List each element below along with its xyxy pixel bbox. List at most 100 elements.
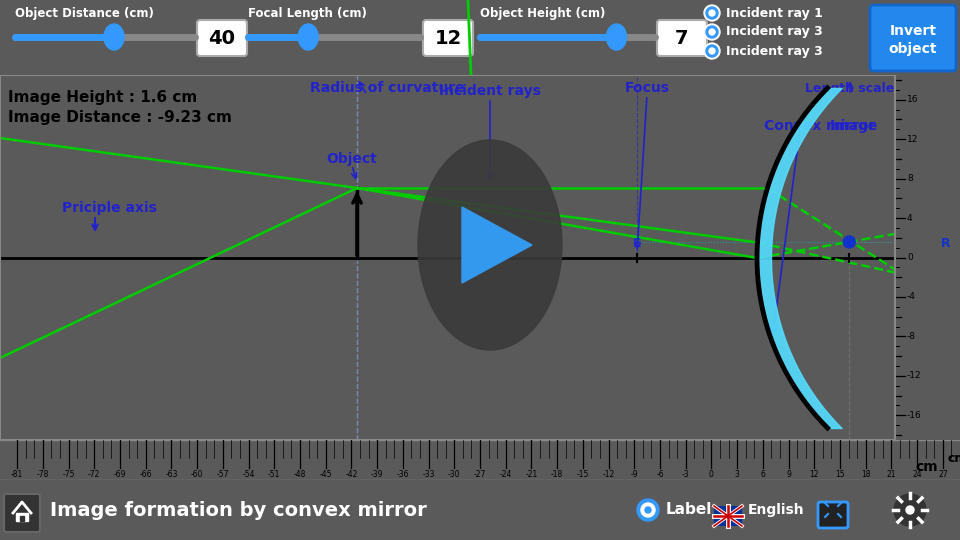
Text: Incident ray 3: Incident ray 3 [726, 44, 823, 57]
Text: E: E [633, 237, 641, 250]
Text: Image Height : 1.6 cm: Image Height : 1.6 cm [8, 90, 197, 105]
Circle shape [906, 506, 914, 514]
Text: 0: 0 [709, 470, 714, 478]
Text: -12: -12 [603, 470, 614, 478]
Text: -60: -60 [191, 470, 204, 478]
Text: -16: -16 [907, 411, 922, 420]
FancyBboxPatch shape [4, 494, 40, 532]
Text: Label: Label [666, 503, 712, 517]
Text: -57: -57 [217, 470, 229, 478]
Text: Object Distance (cm): Object Distance (cm) [15, 7, 154, 20]
Text: -8: -8 [907, 332, 916, 341]
Text: -78: -78 [36, 470, 49, 478]
FancyBboxPatch shape [657, 20, 707, 56]
Text: -21: -21 [525, 470, 538, 478]
Text: 0: 0 [907, 253, 913, 262]
Text: Object: Object [326, 152, 377, 166]
FancyBboxPatch shape [818, 502, 848, 528]
Text: 40: 40 [208, 29, 235, 48]
Circle shape [645, 507, 651, 513]
FancyBboxPatch shape [870, 5, 956, 71]
Text: cm: cm [916, 460, 938, 474]
Text: Convex mirror: Convex mirror [764, 119, 876, 133]
Text: Focal Length (cm): Focal Length (cm) [248, 7, 367, 20]
Text: 24: 24 [912, 470, 922, 478]
Text: 21: 21 [887, 470, 897, 478]
Text: -75: -75 [62, 470, 75, 478]
Ellipse shape [299, 24, 318, 50]
Text: Priciple axis: Priciple axis [62, 201, 156, 215]
Text: Object Height (cm): Object Height (cm) [480, 7, 606, 20]
Text: Image: Image [830, 119, 878, 133]
Circle shape [709, 29, 715, 35]
Text: 12: 12 [907, 134, 919, 144]
Text: -3: -3 [682, 470, 689, 478]
Text: 16: 16 [907, 95, 919, 104]
Circle shape [709, 10, 715, 16]
Circle shape [706, 45, 718, 57]
Bar [714, 506, 742, 526]
Circle shape [706, 7, 718, 19]
Circle shape [706, 26, 718, 38]
Text: 6: 6 [760, 470, 765, 478]
Bar [20, 516, 24, 521]
Text: 9: 9 [786, 470, 791, 478]
Text: -48: -48 [294, 470, 306, 478]
Circle shape [704, 43, 720, 59]
Text: -42: -42 [346, 470, 358, 478]
Text: F: F [845, 237, 853, 250]
Text: -4: -4 [907, 293, 916, 301]
Text: -81: -81 [11, 470, 23, 478]
Text: Incident ray 1: Incident ray 1 [726, 6, 823, 19]
Text: Incident rays: Incident rays [439, 84, 540, 98]
Circle shape [704, 24, 720, 40]
Text: -63: -63 [165, 470, 178, 478]
Text: -54: -54 [242, 470, 254, 478]
Text: -12: -12 [907, 372, 922, 380]
Text: 27: 27 [938, 470, 948, 478]
Text: 7: 7 [675, 29, 688, 48]
Ellipse shape [104, 24, 124, 50]
Text: 12: 12 [809, 470, 819, 478]
Text: R: R [941, 237, 950, 250]
Text: Invert: Invert [890, 24, 937, 38]
Text: -9: -9 [631, 470, 638, 478]
Text: English: English [748, 503, 804, 517]
Text: -27: -27 [474, 470, 486, 478]
Text: -30: -30 [448, 470, 461, 478]
Circle shape [709, 48, 715, 54]
Text: 18: 18 [861, 470, 871, 478]
Text: -36: -36 [396, 470, 409, 478]
Text: object: object [889, 42, 937, 56]
FancyBboxPatch shape [423, 20, 473, 56]
Text: -69: -69 [113, 470, 127, 478]
Text: Image formation by convex mirror: Image formation by convex mirror [50, 501, 427, 519]
Ellipse shape [418, 140, 562, 350]
Text: Radius of curvature: Radius of curvature [310, 81, 465, 95]
Text: 8: 8 [907, 174, 913, 183]
FancyBboxPatch shape [197, 20, 247, 56]
Text: -6: -6 [657, 470, 663, 478]
Text: -72: -72 [88, 470, 101, 478]
Text: -39: -39 [371, 470, 383, 478]
Text: cm: cm [948, 451, 960, 464]
Circle shape [843, 236, 855, 248]
Ellipse shape [607, 24, 627, 50]
Circle shape [902, 502, 918, 518]
Text: -33: -33 [422, 470, 435, 478]
Circle shape [894, 494, 926, 526]
Circle shape [704, 5, 720, 21]
Text: -66: -66 [139, 470, 152, 478]
Polygon shape [462, 207, 532, 283]
Bar [16, 513, 28, 521]
Text: Incident ray 3: Incident ray 3 [726, 25, 823, 38]
Circle shape [637, 499, 659, 521]
Text: Length scale: Length scale [805, 82, 895, 95]
Text: -15: -15 [577, 470, 589, 478]
Text: -24: -24 [499, 470, 512, 478]
Text: Focus: Focus [625, 81, 669, 95]
Text: -45: -45 [320, 470, 332, 478]
Text: 3: 3 [734, 470, 739, 478]
Text: 12: 12 [434, 29, 462, 48]
Text: Image Distance : -9.23 cm: Image Distance : -9.23 cm [8, 110, 232, 125]
